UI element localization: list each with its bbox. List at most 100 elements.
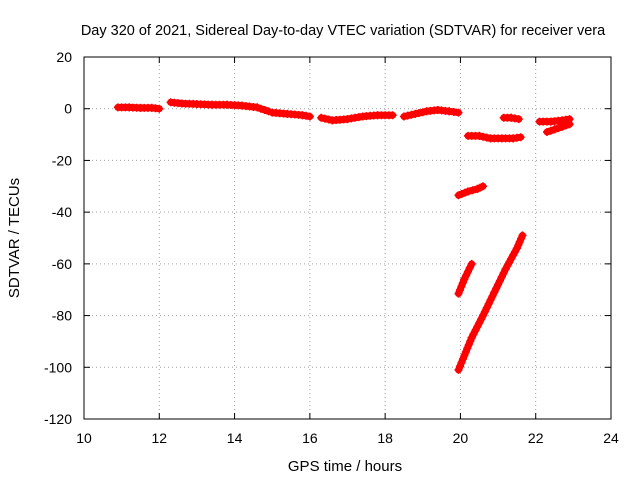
plot-frame <box>83 56 612 420</box>
data-point <box>466 337 475 346</box>
y-tick-label: -100 <box>44 359 72 375</box>
data-point <box>305 112 314 121</box>
data-point <box>479 182 487 191</box>
y-tick-label: -80 <box>52 308 72 324</box>
x-tick-label: 12 <box>151 430 167 446</box>
data-point <box>507 254 516 263</box>
data-point <box>467 259 476 268</box>
data-point <box>461 347 470 356</box>
data-point <box>400 112 408 121</box>
data-point <box>475 318 484 327</box>
data-segment <box>454 259 476 298</box>
data-point <box>561 121 570 130</box>
data-point <box>468 186 477 195</box>
x-tick-label: 18 <box>377 430 393 446</box>
data-point <box>503 261 512 270</box>
axis-ticks <box>83 56 612 420</box>
data-point <box>565 120 574 129</box>
data-point <box>388 111 397 120</box>
data-point <box>484 299 493 308</box>
data-point <box>454 108 463 117</box>
data-point <box>460 351 469 360</box>
data-point <box>473 322 482 331</box>
data-point <box>475 131 484 140</box>
data-point <box>480 307 489 316</box>
data-segment <box>268 108 314 121</box>
data-segment <box>535 115 574 126</box>
y-tick-label: -20 <box>52 152 72 168</box>
y-tick-label: -120 <box>44 411 72 427</box>
data-segment <box>454 182 487 200</box>
data-segment <box>400 106 463 121</box>
data-point <box>260 106 269 114</box>
data-segment <box>464 131 525 143</box>
y-tick-label: -40 <box>52 204 72 220</box>
data-segment <box>543 120 574 136</box>
data-point <box>482 303 491 312</box>
data-point <box>494 280 503 289</box>
x-tick-label: 24 <box>603 430 619 446</box>
data-point <box>479 132 487 141</box>
x-tick-label: 20 <box>453 430 469 446</box>
data-point <box>253 103 262 112</box>
data-point <box>457 282 466 291</box>
data-point <box>511 247 519 256</box>
data-point <box>550 125 559 134</box>
data-point <box>543 128 551 136</box>
y-axis-label: SDTVAR / TECUs <box>6 178 23 298</box>
data-point <box>463 344 472 353</box>
data-point <box>418 108 427 117</box>
data-point <box>464 340 473 349</box>
y-tick-label: 0 <box>64 101 72 117</box>
data-point <box>458 355 467 364</box>
data-point <box>467 333 476 342</box>
data-point <box>317 113 326 122</box>
data-point <box>456 286 464 294</box>
data-point <box>411 109 420 118</box>
data-point <box>496 276 504 285</box>
data-point <box>462 271 471 280</box>
data-point <box>456 362 464 371</box>
data-point <box>465 263 474 272</box>
data-series <box>113 98 574 374</box>
data-point <box>460 275 469 284</box>
data-point <box>518 231 527 240</box>
data-point <box>490 288 499 297</box>
data-point <box>458 278 467 287</box>
y-tick-label: 20 <box>56 49 72 65</box>
data-segment <box>317 111 397 125</box>
x-tick-label: 16 <box>302 430 318 446</box>
data-point <box>477 315 486 324</box>
data-segment <box>454 231 527 374</box>
data-point <box>457 358 466 367</box>
data-point <box>486 296 495 305</box>
data-point <box>256 104 265 113</box>
y-tick-label: -60 <box>52 256 72 272</box>
data-point <box>492 284 501 293</box>
data-point <box>454 289 463 298</box>
data-point <box>155 104 164 113</box>
chart-title: Day 320 of 2021, Sidereal Day-to-day VTE… <box>81 23 606 39</box>
x-tick-label: 14 <box>227 430 243 446</box>
data-point <box>514 115 523 124</box>
data-point <box>516 133 525 142</box>
data-point <box>479 311 487 320</box>
x-tick-label: 10 <box>76 430 92 446</box>
data-point <box>488 292 497 301</box>
data-point <box>497 272 506 281</box>
data-segment <box>113 103 164 113</box>
data-segment <box>166 98 273 116</box>
data-point <box>464 187 472 196</box>
data-point <box>546 126 555 135</box>
data-point <box>554 124 563 133</box>
data-point <box>454 365 463 374</box>
data-point <box>324 115 333 124</box>
data-point <box>415 109 423 117</box>
data-point <box>407 110 416 119</box>
x-axis-label: GPS time / hours <box>288 458 402 475</box>
data-point <box>403 111 412 120</box>
x-tick-labels: 10 12 14 16 18 20 22 24 <box>76 430 619 446</box>
data-point <box>320 114 329 123</box>
data-point <box>469 329 478 338</box>
y-tick-labels: 20 0 -20 -40 -60 -80 -100 -120 <box>44 49 72 427</box>
